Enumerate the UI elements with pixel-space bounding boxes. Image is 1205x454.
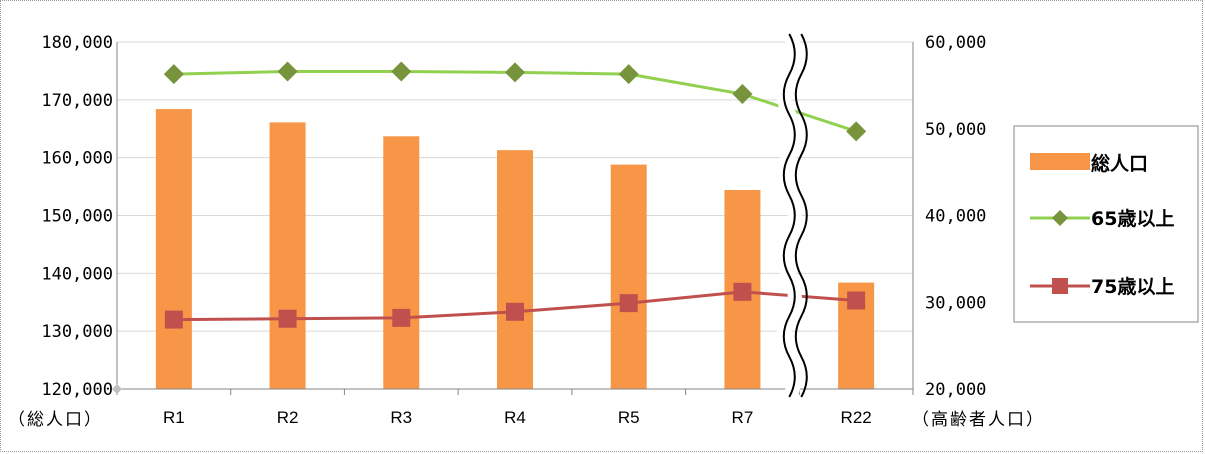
bar-R1 bbox=[155, 109, 192, 389]
point-65-R1 bbox=[163, 64, 184, 85]
legend-marker-75 bbox=[1052, 278, 1068, 294]
legend-label-75: 75歳以上 bbox=[1091, 276, 1174, 298]
legend-label-65: 65歳以上 bbox=[1091, 208, 1174, 230]
legend-label-total: 総人口 bbox=[1091, 152, 1148, 175]
category-label: R4 bbox=[504, 408, 526, 427]
category-label: R3 bbox=[390, 408, 412, 427]
category-label: R1 bbox=[163, 408, 185, 427]
origin-marker bbox=[112, 384, 122, 394]
point-65-R5 bbox=[618, 64, 639, 85]
point-75-R5 bbox=[619, 294, 638, 313]
legend-marker-65 bbox=[1052, 210, 1068, 226]
legend-swatch-total bbox=[1030, 153, 1090, 170]
point-65-R7 bbox=[732, 84, 753, 105]
left-tick-label: 160,000 bbox=[41, 149, 113, 169]
point-75-R22 bbox=[847, 291, 866, 310]
right-tick-label: 20,000 bbox=[925, 380, 986, 400]
line-series bbox=[163, 61, 867, 329]
axes bbox=[112, 42, 914, 395]
left-tick-label: 130,000 bbox=[41, 322, 113, 342]
point-65-R2 bbox=[277, 61, 298, 82]
point-65-R22 bbox=[846, 121, 867, 142]
tick-labels: 120,000 130,000 140,000 150,000 160,000 170,0… bbox=[41, 33, 986, 427]
right-axis-unit-label: （高齢者人口） bbox=[912, 410, 1045, 430]
right-tick-label: 40,000 bbox=[925, 207, 986, 227]
point-65-R3 bbox=[391, 61, 412, 82]
axis-break-line-left bbox=[782, 33, 796, 398]
axis-break-line-right bbox=[794, 33, 808, 398]
category-label: R2 bbox=[277, 408, 299, 427]
bar-series bbox=[155, 109, 875, 389]
point-75-R3 bbox=[392, 308, 411, 327]
left-axis-unit-label: （総人口） bbox=[8, 410, 103, 430]
bar-R4 bbox=[497, 150, 533, 389]
point-75-R2 bbox=[278, 309, 297, 328]
point-75-R1 bbox=[164, 310, 183, 329]
left-tick-label: 140,000 bbox=[41, 264, 113, 284]
left-tick-label: 120,000 bbox=[41, 380, 113, 400]
right-tick-label: 50,000 bbox=[925, 120, 986, 140]
right-tick-label: 30,000 bbox=[925, 293, 986, 313]
legend: 総人口 65歳以上 75歳以上 bbox=[1013, 125, 1199, 323]
left-tick-label: 150,000 bbox=[41, 207, 113, 227]
category-label: R5 bbox=[618, 408, 640, 427]
right-tick-label: 60,000 bbox=[925, 33, 986, 53]
point-75-R7 bbox=[733, 282, 752, 301]
bar-R5 bbox=[610, 164, 647, 389]
left-tick-label: 180,000 bbox=[41, 33, 113, 53]
point-65-R4 bbox=[505, 62, 525, 83]
bar-R3 bbox=[383, 136, 420, 389]
axis-break bbox=[776, 30, 808, 401]
category-label: R7 bbox=[732, 408, 754, 427]
point-75-R4 bbox=[506, 302, 524, 321]
category-label: R22 bbox=[841, 408, 872, 427]
bar-R2 bbox=[269, 122, 306, 389]
left-tick-label: 170,000 bbox=[41, 91, 113, 111]
